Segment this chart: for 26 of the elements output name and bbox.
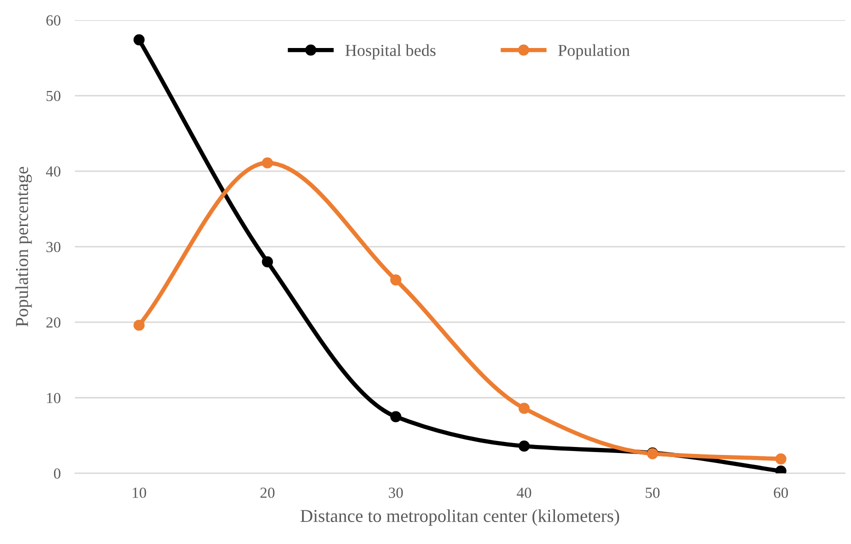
x-tick-label: 20 [260, 488, 274, 498]
point [390, 411, 402, 422]
y-tick-label: 10 [47, 392, 60, 404]
point [134, 320, 145, 331]
y-tick-label: 0 [54, 468, 60, 479]
point [518, 440, 530, 452]
x-tick-label: 30 [388, 488, 403, 498]
y-tick-label: 60 [46, 15, 60, 26]
legend-label: Population [558, 44, 630, 60]
point [775, 453, 786, 464]
x-tick-label: 40 [516, 488, 532, 498]
y-tick-label: 50 [46, 90, 60, 102]
y-tick-label: 30 [46, 242, 60, 252]
x-tick-label: 10 [132, 488, 146, 498]
y-tick-label: 40 [46, 166, 60, 177]
legend-label: Hospital beds [345, 44, 436, 60]
point [262, 157, 273, 168]
x-axis-title: Distance to metropolitan center (kilometers) [300, 509, 620, 526]
x-tick-label: 50 [646, 488, 660, 498]
point [134, 34, 145, 46]
point [518, 402, 530, 414]
point [262, 256, 273, 268]
point [390, 274, 402, 286]
x-tick-label: 60 [774, 488, 788, 498]
y-tick-label: 20 [46, 317, 60, 328]
y-axis-title: Population percentage [15, 166, 32, 327]
